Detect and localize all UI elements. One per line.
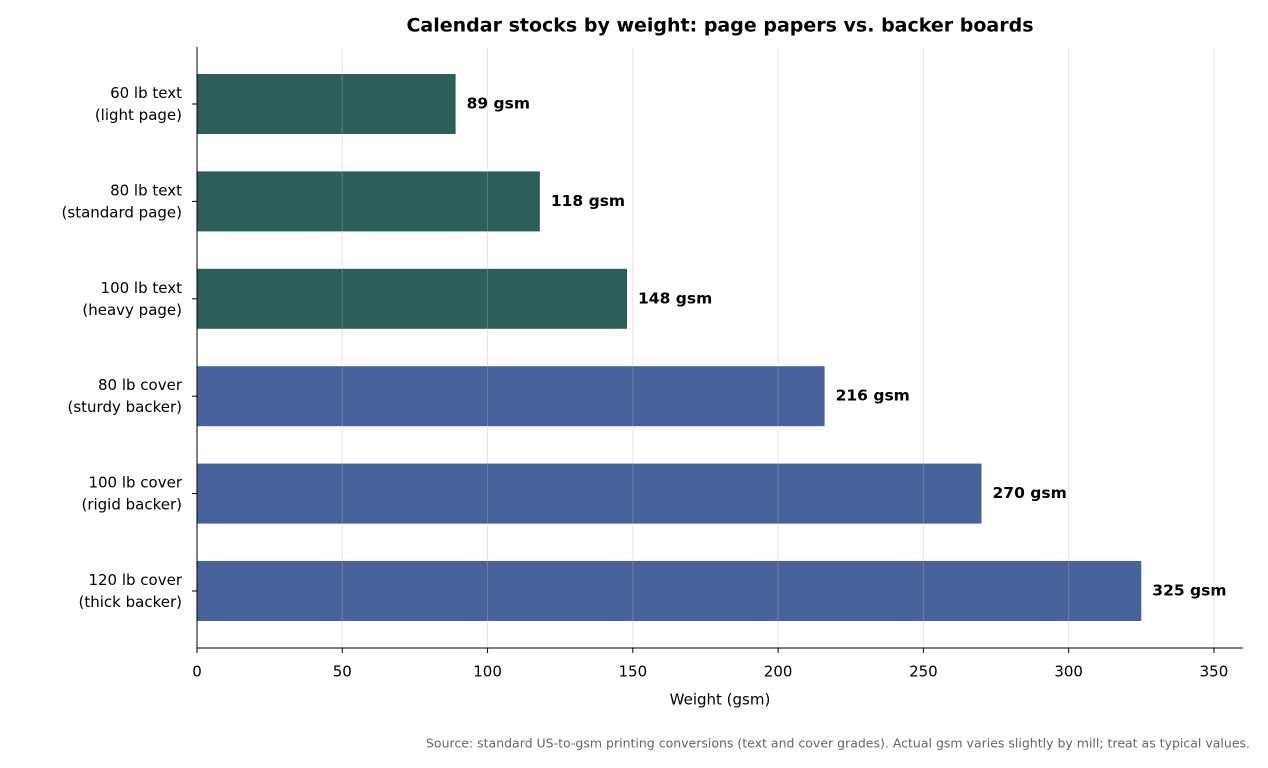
- x-tick-label: 200: [764, 663, 793, 681]
- value-label: 270 gsm: [993, 484, 1067, 502]
- bar: [197, 268, 628, 329]
- y-tick-label-line: (sturdy backer): [68, 398, 183, 416]
- x-axis-label: Weight (gsm): [670, 691, 771, 709]
- bar: [197, 561, 1142, 621]
- y-tick-label-line: 100 lb text: [101, 278, 183, 296]
- y-tick-label-line: (standard page): [62, 203, 182, 221]
- bar: [197, 463, 982, 524]
- y-tick-label-line: 80 lb text: [110, 181, 182, 199]
- y-tick-label-line: 60 lb text: [110, 84, 182, 102]
- y-tick-label-line: 80 lb cover: [98, 376, 183, 394]
- x-tick-label: 300: [1054, 663, 1083, 681]
- x-tick-label: 0: [192, 663, 202, 681]
- x-tick-label: 100: [473, 663, 502, 681]
- y-tick-label-line: (rigid backer): [81, 495, 182, 513]
- y-tick-label: 100 lb cover (rigid backer): [81, 473, 182, 513]
- x-tick-label: 250: [909, 663, 938, 681]
- bar: [197, 74, 456, 134]
- y-tick-label-line: (thick backer): [79, 593, 182, 611]
- value-label: 118 gsm: [551, 192, 625, 210]
- y-tick-label-line: (light page): [95, 106, 182, 124]
- value-label: 89 gsm: [467, 95, 530, 113]
- y-tick-label: 60 lb text (light page): [95, 84, 182, 124]
- y-tick-label-line: 100 lb cover: [88, 473, 182, 491]
- x-tick-label: 150: [619, 663, 648, 681]
- value-label: 216 gsm: [836, 387, 910, 405]
- x-tick-label: 50: [333, 663, 352, 681]
- chart-title: Calendar stocks by weight: page papers v…: [406, 15, 1033, 37]
- source-note: Source: standard US-to-gsm printing conv…: [426, 736, 1250, 751]
- y-tick-label-line: (heavy page): [82, 300, 182, 318]
- value-label: 148 gsm: [638, 289, 712, 307]
- bar: [197, 171, 540, 232]
- value-label: 325 gsm: [1152, 582, 1226, 600]
- y-tick-label: 100 lb text (heavy page): [82, 278, 182, 318]
- y-tick-label: 80 lb text (standard page): [62, 181, 183, 221]
- y-tick-label: 120 lb cover (thick backer): [79, 571, 183, 611]
- x-tick-label: 350: [1200, 663, 1229, 681]
- y-tick-label: 80 lb cover (sturdy backer): [68, 376, 183, 416]
- bar: [197, 366, 825, 427]
- y-tick-label-line: 120 lb cover: [88, 571, 182, 589]
